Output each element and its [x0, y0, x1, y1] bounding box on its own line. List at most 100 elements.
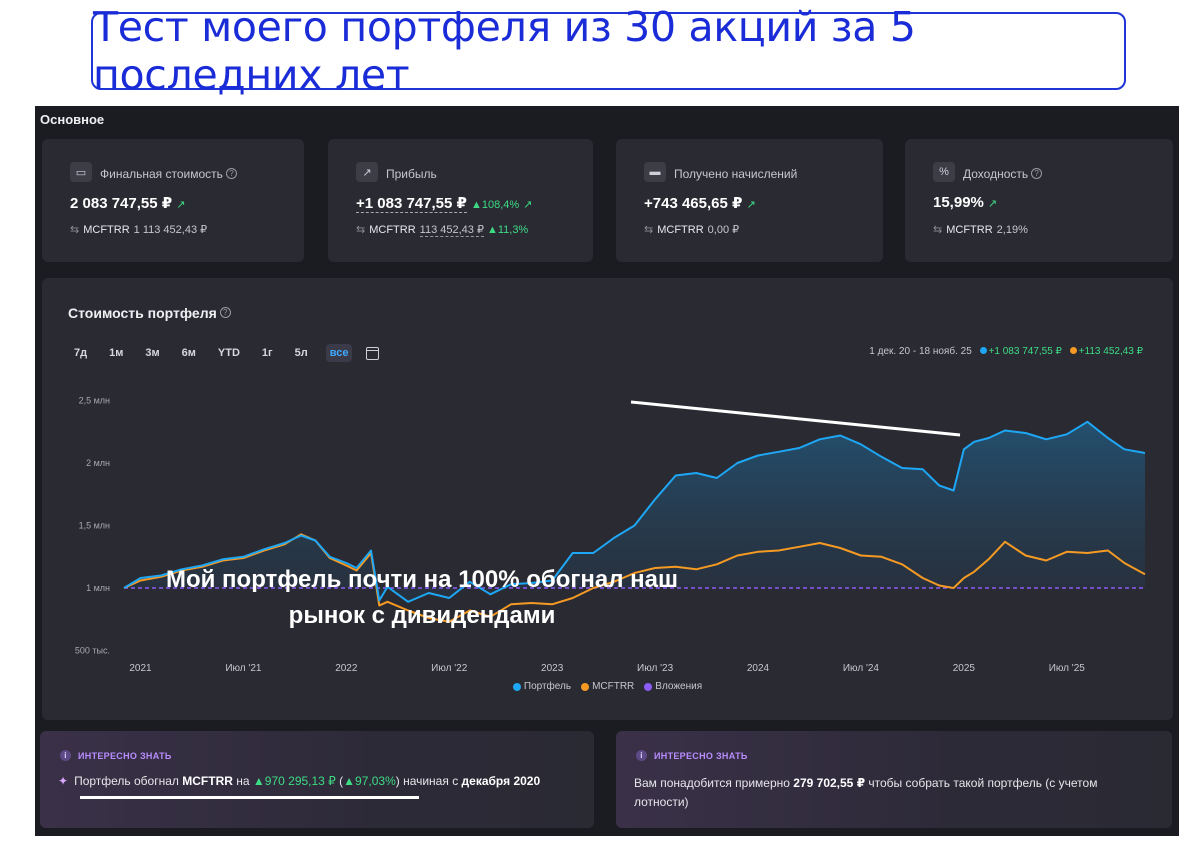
swap-icon: ⇆ [644, 224, 654, 236]
range-ytd[interactable]: YTD [217, 347, 240, 359]
y-tick-label: 2 млн [86, 458, 110, 468]
party-icon: ✦ [58, 774, 69, 788]
section-title: Основное [40, 112, 105, 127]
info-text-part: чтобы собрать такой портфель (с учетом л… [634, 776, 1098, 809]
x-tick-label: Июл '22 [431, 663, 468, 674]
chart-up-icon: ↗ [356, 162, 378, 182]
headline: Тест моего портфеля из 30 акций за 5 пос… [93, 3, 916, 99]
legend-dot-icon [581, 682, 590, 691]
range-all[interactable]: все [325, 344, 353, 362]
x-tick-label: 2022 [335, 663, 358, 674]
bench-name: MCFTRR [946, 224, 993, 236]
legend-dot-icon [644, 682, 653, 691]
stat-card-final-value: ▭ Финальная стоимость? 2 083 747,55 ₽ ↗ ⇆… [42, 139, 304, 262]
info-icon: i [636, 750, 647, 761]
x-tick-label: 2025 [953, 663, 976, 674]
info-text-part: Вам понадобится примерно [634, 776, 790, 790]
range-5y[interactable]: 5л [294, 347, 308, 359]
stat-card-profit: ↗ Прибыль +1 083 747,55 ₽ ▲108,4% ↗ ⇆ MCFTR… [328, 139, 593, 262]
info-bench-name: MCFTRR [182, 774, 233, 788]
bench-name: MCFTRR [369, 224, 416, 236]
x-tick-label: Июл '21 [225, 663, 262, 674]
y-tick-label: 1,5 млн [79, 521, 110, 531]
range-1y[interactable]: 1г [261, 347, 273, 359]
legend-label: MCFTRR [592, 681, 635, 692]
x-tick-label: 2021 [129, 663, 152, 674]
portfolio-chart: 2,5 млн 2 млн 1,5 млн 1 млн 500 тыс. 2021 Июл … [75, 396, 1146, 674]
trend-arrow-icon: ↗ [176, 199, 186, 211]
info-card-outperformance: i ИНТЕРЕСНО ЗНАТЬ ✦ Портфель обогнал MCFTR… [40, 731, 594, 828]
bench-value[interactable]: 113 452,43 ₽ [419, 224, 484, 237]
range-selector: 7д 1м 3м 6м YTD 1г 5л все [70, 344, 380, 362]
stat-label: Получено начислений [674, 167, 798, 181]
info-gain-value: ▲970 295,13 ₽ [252, 774, 336, 788]
legend-dot-icon [512, 682, 521, 691]
range-1m[interactable]: 1м [109, 347, 124, 359]
legend-label: Портфель [523, 681, 572, 692]
legend-item-portfolio[interactable]: Портфель [512, 681, 572, 692]
swap-icon: ⇆ [70, 224, 80, 236]
stat-value: +743 465,65 ₽ [644, 195, 743, 212]
range-info: 1 дек. 20 - 18 нояб. 25 +1 083 747,55 ₽ … [869, 346, 1143, 357]
info-text-part: ( [339, 774, 344, 788]
x-tick-label: 2024 [747, 663, 770, 674]
help-icon[interactable]: ? [1031, 168, 1043, 179]
stat-label: Финальная стоимость [100, 167, 223, 181]
x-tick-label: Июл '25 [1049, 663, 1086, 674]
swap-icon: ⇆ [933, 224, 943, 236]
trend-arrow-icon: ↗ [987, 198, 998, 210]
info-text: Вам понадобится примерно 279 702,55 ₽ чт… [634, 774, 1154, 812]
calendar-icon[interactable] [366, 346, 380, 360]
card-icon: ▬ [644, 162, 666, 182]
highlight-underline [80, 796, 419, 799]
bench-gain: +113 452,43 ₽ [1078, 346, 1143, 357]
info-text-part: на [236, 774, 250, 788]
stat-value: 2 083 747,55 ₽ [70, 195, 173, 212]
info-gain-pct: ▲97,03% [343, 774, 396, 788]
bench-value: 2,19% [996, 224, 1028, 236]
bench-dot-icon [1069, 347, 1077, 354]
stat-label: Прибыль [386, 167, 437, 181]
percent-icon: % [933, 162, 955, 182]
bench-name: MCFTRR [83, 224, 130, 236]
swap-icon: ⇆ [356, 224, 366, 236]
legend-item-investments[interactable]: Вложения [644, 681, 702, 692]
info-text-part: ) начиная с [395, 774, 459, 788]
info-card-min-capital: i ИНТЕРЕСНО ЗНАТЬ Вам понадобится примерн… [616, 731, 1172, 828]
info-tag: ИНТЕРЕСНО ЗНАТЬ [78, 750, 172, 761]
chart-title: Стоимость портфеля [68, 305, 217, 321]
trend-arrow-icon: ↗ [746, 199, 756, 211]
stat-card-accruals: ▬ Получено начислений +743 465,65 ₽ ↗ ⇆ MC… [616, 139, 883, 262]
chart-legend: Портфель MCFTRR Вложения [42, 681, 1173, 692]
wallet-icon: ▭ [70, 162, 92, 182]
info-text: ✦ Портфель обогнал MCFTRR на ▲970 295,13 … [58, 774, 540, 788]
y-tick-label: 1 млн [86, 583, 110, 593]
x-tick-label: Июл '23 [637, 663, 674, 674]
info-text-part: Портфель обогнал [74, 774, 179, 788]
trend-arrow-icon: ↗ [523, 199, 533, 211]
info-capital-value: 279 702,55 ₽ [793, 776, 866, 790]
info-icon: i [60, 750, 71, 761]
period-label: 1 дек. 20 - 18 нояб. 25 [869, 346, 972, 357]
info-tag: ИНТЕРЕСНО ЗНАТЬ [654, 750, 748, 761]
main-panel: Основное ▭ Финальная стоимость? 2 083 74… [35, 106, 1179, 836]
y-tick-label: 500 тыс. [75, 646, 110, 656]
range-3m[interactable]: 3м [145, 347, 160, 359]
range-6m[interactable]: 6м [181, 347, 196, 359]
portfolio-area [124, 421, 1145, 602]
stat-card-yield: % Доходность? 15,99% ↗ ⇆ MCFTRR 2,19% [905, 139, 1173, 262]
legend-item-mcftrr[interactable]: MCFTRR [581, 681, 634, 692]
range-7d[interactable]: 7д [74, 347, 88, 359]
stat-value: 15,99% [933, 194, 984, 211]
help-icon[interactable]: ? [225, 168, 237, 179]
bench-name: MCFTRR [657, 224, 704, 236]
stat-pct: ▲108,4% [470, 199, 520, 211]
bench-value: 1 113 452,43 ₽ [133, 224, 208, 236]
portfolio-dot-icon [979, 347, 987, 354]
x-tick-label: Июл '24 [843, 663, 880, 674]
help-icon[interactable]: ? [219, 307, 231, 318]
bench-pct: ▲11,3% [486, 224, 529, 236]
headline-box: Тест моего портфеля из 30 акций за 5 пос… [91, 3, 1126, 99]
callout-annotation: Мой портфель почти на 100% обогнал наш р… [165, 566, 678, 629]
stat-value[interactable]: +1 083 747,55 ₽ [356, 195, 467, 213]
